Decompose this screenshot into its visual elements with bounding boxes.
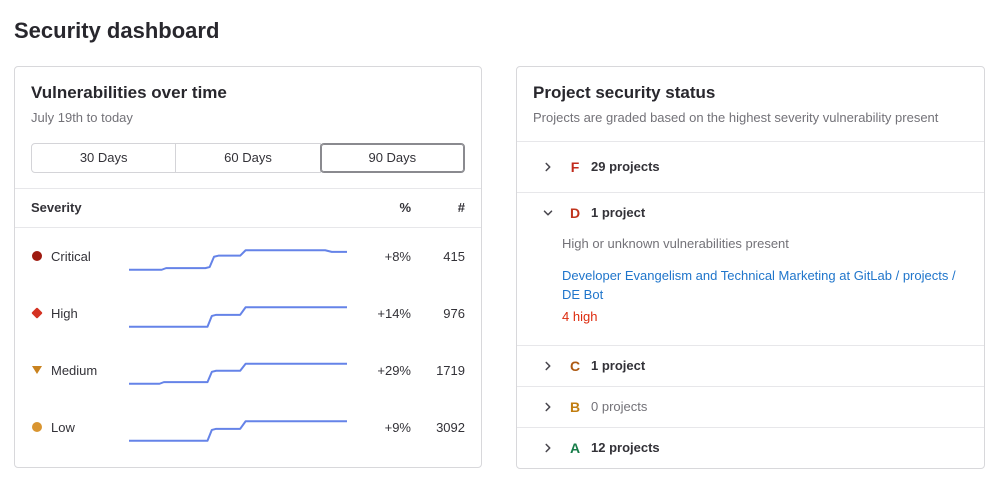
project-finding-count: 4 high xyxy=(562,309,598,325)
grade-letter: C xyxy=(569,357,581,374)
grade-description: High or unknown vulnerabilities present xyxy=(562,235,789,251)
severity-row-high: High +14% 976 xyxy=(15,285,481,342)
vulnerability-count-value: 976 xyxy=(443,305,465,321)
severity-label: Low xyxy=(31,420,129,435)
severity-name: Medium xyxy=(51,362,98,378)
grade-letter: B xyxy=(569,398,581,415)
vulnerabilities-card-title: Vulnerabilities over time xyxy=(31,83,227,102)
grade-project-count: 29 projects xyxy=(591,159,660,175)
severity-label: Critical xyxy=(31,249,129,264)
grade-row-c[interactable]: C 1 project xyxy=(517,346,984,386)
sparkline-chart xyxy=(129,304,347,330)
vulnerabilities-over-time-card: Vulnerabilities over time July 19th to t… xyxy=(14,66,482,468)
severity-label: Medium xyxy=(31,363,129,378)
grade-project-count: 1 project xyxy=(591,205,646,221)
severity-medium-icon xyxy=(31,366,43,375)
percent-change-value: +8% xyxy=(384,248,411,264)
severity-table-header: Severity % # xyxy=(15,187,481,228)
severity-low-icon xyxy=(31,422,43,433)
grade-section-b: B 0 projects xyxy=(517,387,984,428)
grade-project-count: 12 projects xyxy=(591,440,660,456)
grade-section-f: F 29 projects xyxy=(517,142,984,193)
vulnerability-count-value: 415 xyxy=(443,248,465,264)
severity-label: High xyxy=(31,306,129,321)
severity-row-low: Low +9% 3092 xyxy=(15,399,481,456)
security-dashboard-page: Security dashboard Vulnerabilities over … xyxy=(14,18,986,469)
project-status-card-title: Project security status xyxy=(533,83,716,102)
severity-critical-icon xyxy=(31,251,43,262)
range-button-30-days[interactable]: 30 Days xyxy=(31,142,177,173)
page-title: Security dashboard xyxy=(14,18,220,43)
grade-row-f[interactable]: F 29 projects xyxy=(517,142,984,192)
chevron-down-icon xyxy=(541,206,555,220)
project-status-card-header: Project security status Projects are gra… xyxy=(517,67,984,142)
grade-project-count: 1 project xyxy=(591,358,646,374)
severity-name: Low xyxy=(51,419,75,435)
grade-row-a[interactable]: A 12 projects xyxy=(517,428,984,468)
grade-section-d: D 1 project High or unknown vulnerabilitie… xyxy=(517,193,984,346)
count-column-header: # xyxy=(457,200,465,216)
grade-letter: A xyxy=(569,439,581,456)
severity-high-icon xyxy=(31,307,43,319)
severity-name: Critical xyxy=(51,248,91,264)
severity-column-header: Severity xyxy=(31,200,82,216)
date-range-label: July 19th to today xyxy=(31,110,133,125)
severity-row-medium: Medium +29% 1719 xyxy=(15,342,481,399)
range-button-60-days[interactable]: 60 Days xyxy=(175,142,321,173)
sparkline-chart xyxy=(129,247,347,273)
grade-letter: D xyxy=(569,204,581,221)
grade-section-c: C 1 project xyxy=(517,346,984,387)
vulnerability-count-value: 1719 xyxy=(436,362,465,378)
percent-change-value: +14% xyxy=(377,305,411,321)
chevron-right-icon xyxy=(541,441,555,455)
project-link[interactable]: Developer Evangelism and Technical Marke… xyxy=(562,268,956,303)
percent-column-header: % xyxy=(399,200,411,216)
project-status-card-subtitle: Projects are graded based on the highest… xyxy=(533,110,939,125)
chevron-right-icon xyxy=(541,160,555,174)
vulnerability-count-value: 3092 xyxy=(436,419,465,435)
percent-change-value: +9% xyxy=(384,419,411,435)
grade-section-a: A 12 projects xyxy=(517,428,984,468)
range-button-90-days[interactable]: 90 Days xyxy=(319,142,465,173)
grade-expanded-body: High or unknown vulnerabilities present D… xyxy=(562,233,984,345)
day-range-button-group: 30 Days 60 Days 90 Days xyxy=(31,142,465,173)
percent-change-value: +29% xyxy=(377,362,411,378)
severity-rows: Critical +8% 415 High +14% 976 Medium +29% 1719 L… xyxy=(15,228,481,464)
grade-project-count: 0 projects xyxy=(591,399,648,415)
severity-row-critical: Critical +8% 415 xyxy=(15,228,481,285)
project-security-status-card: Project security status Projects are gra… xyxy=(516,66,985,469)
severity-name: High xyxy=(51,305,78,321)
chevron-right-icon xyxy=(541,359,555,373)
grade-row-d[interactable]: D 1 project xyxy=(517,193,984,233)
grade-rows: F 29 projects D 1 project High or unknown vu… xyxy=(517,142,984,468)
grade-row-b[interactable]: B 0 projects xyxy=(517,387,984,427)
sparkline-chart xyxy=(129,418,347,444)
vulnerabilities-card-header: Vulnerabilities over time July 19th to t… xyxy=(15,67,481,127)
chevron-right-icon xyxy=(541,400,555,414)
dashboard-cards: Vulnerabilities over time July 19th to t… xyxy=(14,66,986,469)
grade-letter: F xyxy=(570,158,580,175)
sparkline-chart xyxy=(129,361,347,387)
